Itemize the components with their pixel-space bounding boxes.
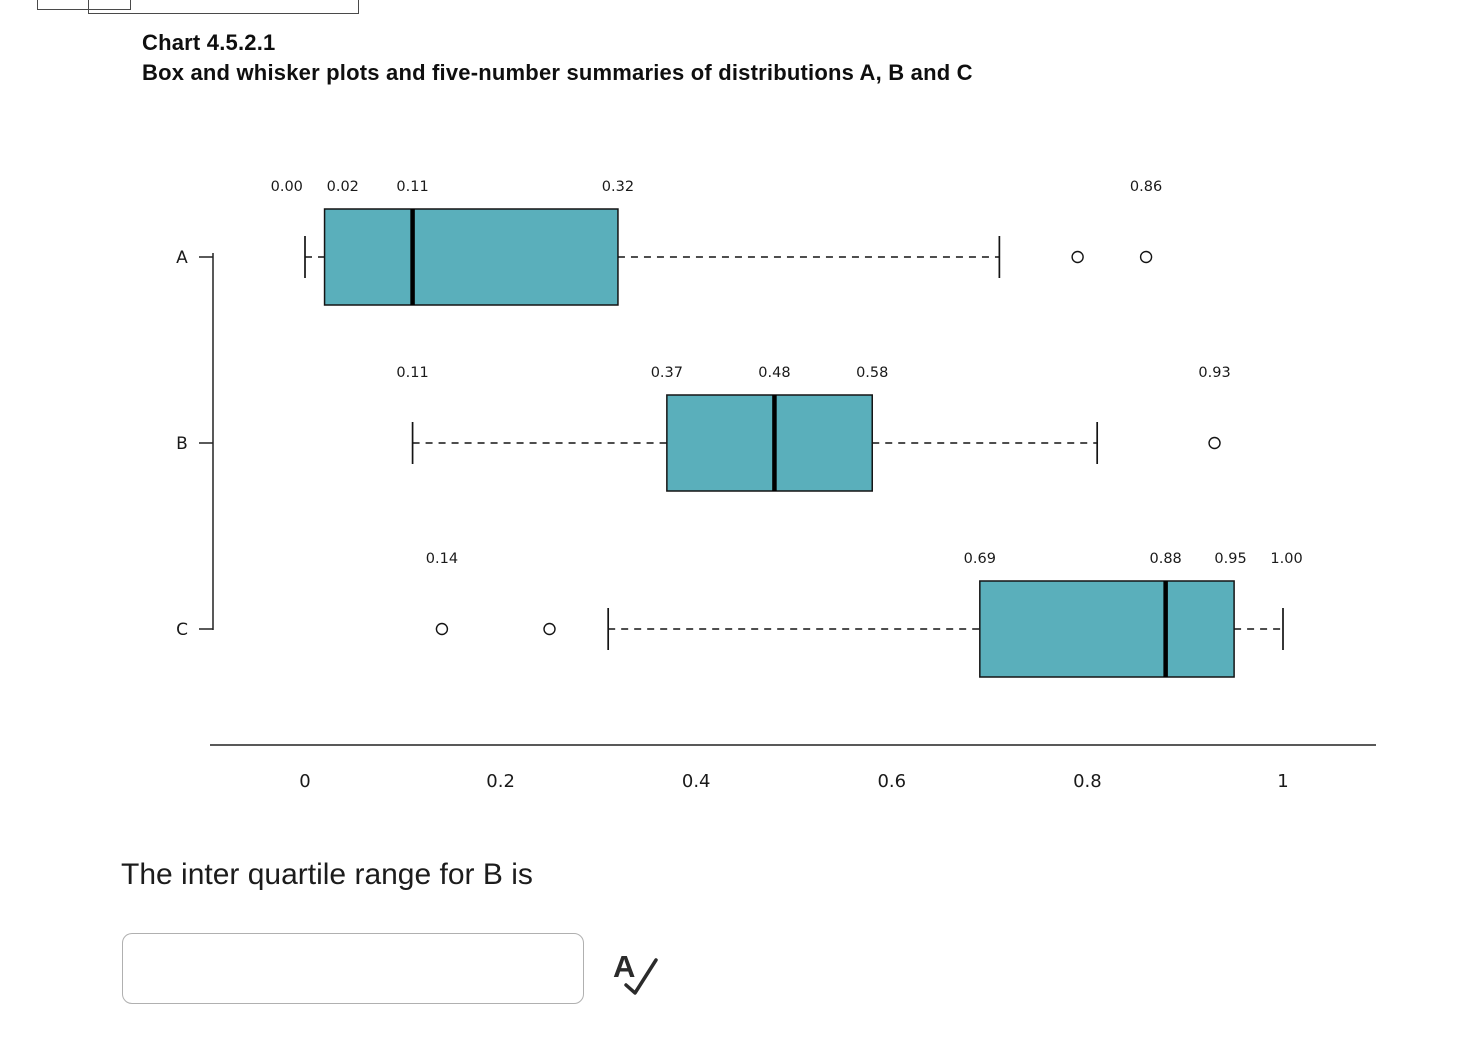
category-label-C: C: [176, 620, 188, 640]
chart-title: Chart 4.5.2.1: [142, 30, 276, 55]
B-value-label: 0.11: [396, 365, 428, 381]
B-value-label: 0.37: [651, 365, 683, 381]
C-box: [979, 580, 1235, 678]
B-value-label: 0.48: [758, 365, 790, 381]
check-icon-letter: A: [613, 949, 635, 984]
category-label-A: A: [176, 248, 188, 268]
C-value-label: 0.69: [964, 551, 996, 567]
x-tick-label: 0.6: [877, 771, 906, 792]
A-box: [323, 208, 619, 306]
cropped-ui-fragment: [88, 0, 359, 14]
question-text: The inter quartile range for B is: [121, 858, 533, 891]
cropped-ui-fragment: [37, 0, 131, 10]
C-outlier: [543, 622, 556, 636]
B-outlier: [1208, 436, 1221, 450]
chart-subtitle: Box and whisker plots and five-number su…: [142, 60, 973, 85]
B-value-label: 0.58: [856, 365, 888, 381]
C-value-label: 0.88: [1149, 551, 1181, 567]
answer-input[interactable]: [122, 933, 584, 1004]
x-tick-label: 0: [299, 771, 310, 792]
A-value-label: 0.86: [1130, 179, 1162, 195]
A-outlier: [1139, 250, 1153, 264]
A-value-label: 0.00: [271, 179, 303, 195]
C-value-label: 0.14: [426, 551, 458, 567]
category-label-B: B: [176, 434, 188, 454]
A-value-label: 0.02: [327, 179, 359, 195]
x-tick-label: 1: [1277, 771, 1288, 792]
answer-check-icon[interactable]: A: [613, 944, 659, 998]
x-tick-label: 0.2: [486, 771, 515, 792]
C-value-label: 0.95: [1214, 551, 1246, 567]
boxplot-chart: A 0.00 0.02 0.11 0.32 0.86 B 0.11 0.37 0.48 0.58 0.…: [176, 179, 1376, 792]
A-value-label: 0.11: [396, 179, 428, 195]
A-outlier: [1071, 250, 1084, 264]
checkmark-icon: [624, 958, 658, 995]
B-box: [666, 394, 873, 492]
x-tick-label: 0.8: [1073, 771, 1102, 792]
C-outlier: [435, 622, 449, 636]
B-value-label: 0.93: [1198, 365, 1230, 381]
A-value-label: 0.32: [602, 179, 634, 195]
x-tick-label: 0.4: [682, 771, 711, 792]
C-value-label: 1.00: [1270, 551, 1302, 567]
